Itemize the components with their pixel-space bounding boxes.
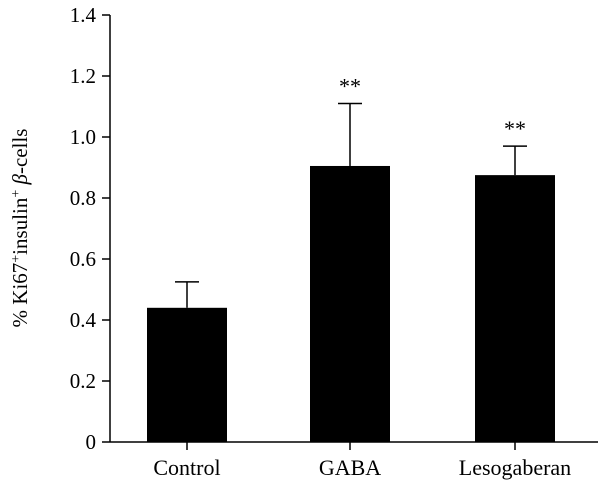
ylabel-greek: β	[8, 173, 32, 189]
bar	[147, 307, 227, 442]
bar	[475, 175, 555, 442]
y-tick-label: 1.0	[70, 125, 96, 149]
labels: 0 0.2 0.4 0.6 0.8 1.0 1.2 1.4 Control GABA ** Lesog…	[70, 3, 571, 480]
y-tick-label: 0.6	[70, 247, 96, 271]
y-tick-label: 0.4	[70, 308, 97, 332]
ylabel-mid: insulin	[8, 197, 32, 255]
y-tick-label: 1.4	[70, 3, 97, 27]
ylabel-prefix: % Ki67	[8, 263, 32, 328]
y-axis-label: % Ki67+insulin+ β-cells	[8, 129, 32, 328]
ylabel-sup2: +	[9, 190, 24, 198]
x-category-label: Lesogaberan	[459, 455, 571, 480]
ylabel-suffix: -cells	[8, 129, 32, 174]
error-bars	[175, 102, 527, 308]
x-category-label: GABA	[319, 455, 381, 480]
bars	[147, 165, 555, 442]
bar	[310, 165, 390, 442]
y-tick-label: 0	[86, 430, 97, 454]
y-axis-label-text: % Ki67+insulin+ β-cells	[8, 129, 32, 328]
y-tick-label: 1.2	[70, 64, 96, 88]
ylabel-sup1: +	[9, 255, 24, 263]
y-tick-label: 0.8	[70, 186, 96, 210]
x-category-label: Control	[153, 455, 220, 480]
y-tick-label: 0.2	[70, 369, 96, 393]
significance-marker: **	[504, 116, 526, 141]
significance-marker: **	[339, 73, 361, 98]
